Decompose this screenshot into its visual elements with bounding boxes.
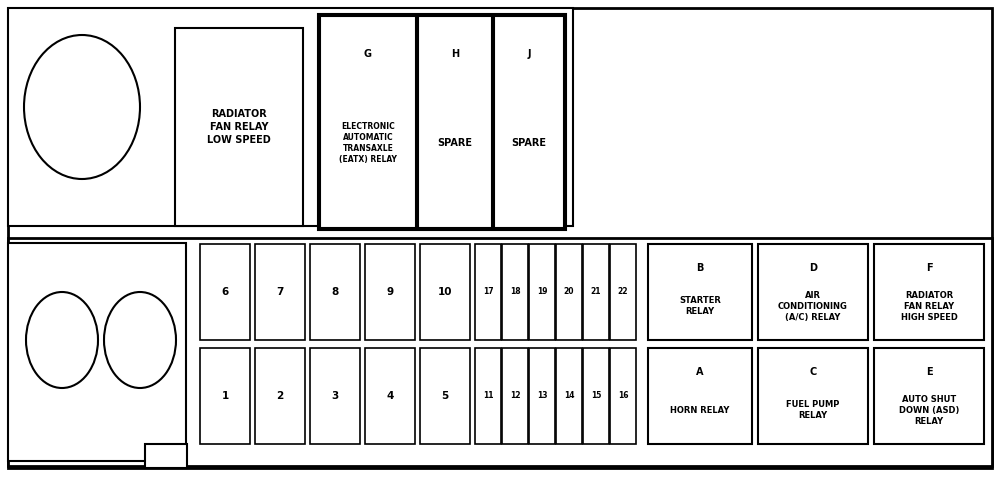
Text: RADIATOR
FAN RELAY
LOW SPEED: RADIATOR FAN RELAY LOW SPEED: [207, 109, 271, 145]
Bar: [475, 348, 501, 444]
Text: 7: 7: [276, 287, 284, 297]
Bar: [501, 244, 527, 340]
Text: RADIATOR
FAN RELAY
HIGH SPEED: RADIATOR FAN RELAY HIGH SPEED: [900, 291, 957, 322]
Text: SPARE: SPARE: [511, 138, 546, 148]
Bar: [320, 16, 416, 228]
Text: 10: 10: [437, 287, 452, 297]
Ellipse shape: [104, 292, 175, 388]
Text: E: E: [925, 367, 932, 377]
Text: 4: 4: [386, 391, 394, 401]
Bar: [145, 444, 186, 468]
Text: 3: 3: [331, 391, 339, 401]
Text: 1: 1: [221, 391, 228, 401]
Bar: [255, 244, 305, 340]
Bar: [8, 238, 991, 466]
Ellipse shape: [24, 35, 140, 179]
Text: 18: 18: [509, 287, 520, 297]
Bar: [555, 244, 581, 340]
Bar: [647, 244, 752, 340]
Text: F: F: [925, 263, 932, 273]
Bar: [475, 244, 501, 340]
Text: 19: 19: [536, 287, 547, 297]
Text: 17: 17: [482, 287, 493, 297]
Text: D: D: [809, 263, 817, 273]
Bar: [555, 348, 581, 444]
Text: 15: 15: [590, 392, 600, 400]
Text: G: G: [364, 49, 372, 59]
Bar: [318, 14, 565, 230]
Text: AIR
CONDITIONING
(A/C) RELAY: AIR CONDITIONING (A/C) RELAY: [778, 291, 847, 322]
Bar: [758, 348, 867, 444]
Bar: [582, 348, 608, 444]
Text: H: H: [451, 49, 459, 59]
Text: A: A: [695, 367, 703, 377]
Text: 12: 12: [509, 392, 520, 400]
Bar: [8, 243, 185, 461]
Text: 13: 13: [536, 392, 547, 400]
Text: 8: 8: [331, 287, 339, 297]
Bar: [494, 16, 563, 228]
Bar: [365, 244, 415, 340]
Bar: [528, 244, 554, 340]
Bar: [609, 348, 635, 444]
Text: 2: 2: [277, 391, 284, 401]
Text: 9: 9: [386, 287, 393, 297]
Text: 6: 6: [221, 287, 228, 297]
Bar: [174, 28, 303, 226]
Bar: [582, 244, 608, 340]
Text: ELECTRONIC
AUTOMATIC
TRANSAXLE
(EATX) RELAY: ELECTRONIC AUTOMATIC TRANSAXLE (EATX) RE…: [339, 122, 397, 165]
Text: 5: 5: [441, 391, 448, 401]
Text: J: J: [527, 49, 530, 59]
Text: C: C: [809, 367, 816, 377]
Bar: [609, 244, 635, 340]
Text: 11: 11: [482, 392, 493, 400]
Text: AUTO SHUT
DOWN (ASD)
RELAY: AUTO SHUT DOWN (ASD) RELAY: [898, 395, 958, 426]
Text: SPARE: SPARE: [437, 138, 472, 148]
Bar: [873, 244, 983, 340]
Text: 22: 22: [617, 287, 627, 297]
Bar: [758, 244, 867, 340]
Bar: [365, 348, 415, 444]
Bar: [528, 348, 554, 444]
Bar: [647, 348, 752, 444]
Bar: [420, 348, 470, 444]
Bar: [420, 244, 470, 340]
Bar: [418, 16, 492, 228]
Text: 16: 16: [617, 392, 627, 400]
Text: 14: 14: [563, 392, 574, 400]
Bar: [310, 244, 360, 340]
Text: 20: 20: [563, 287, 574, 297]
Bar: [199, 244, 249, 340]
Bar: [501, 348, 527, 444]
Text: FUEL PUMP
RELAY: FUEL PUMP RELAY: [786, 400, 839, 421]
Text: B: B: [695, 263, 703, 273]
Ellipse shape: [26, 292, 98, 388]
Bar: [310, 348, 360, 444]
Text: HORN RELAY: HORN RELAY: [669, 406, 729, 415]
Text: STARTER
RELAY: STARTER RELAY: [678, 296, 720, 317]
Bar: [8, 8, 572, 226]
Bar: [873, 348, 983, 444]
Text: 21: 21: [590, 287, 600, 297]
Bar: [255, 348, 305, 444]
Bar: [199, 348, 249, 444]
